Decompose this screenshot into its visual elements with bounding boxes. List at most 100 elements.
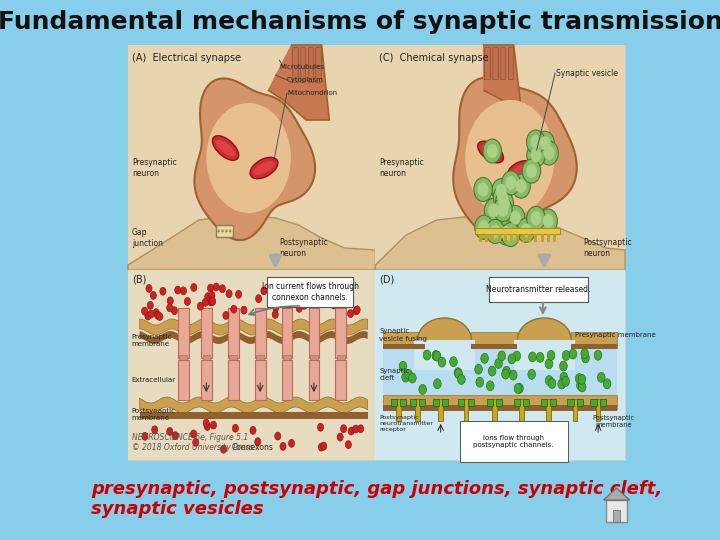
Text: Presynaptic membrane: Presynaptic membrane xyxy=(575,332,656,338)
Bar xyxy=(201,308,212,358)
Bar xyxy=(433,399,439,406)
Circle shape xyxy=(510,211,521,225)
Circle shape xyxy=(202,299,208,306)
Circle shape xyxy=(598,373,605,382)
Bar xyxy=(336,308,346,358)
Circle shape xyxy=(150,292,156,299)
Circle shape xyxy=(527,206,545,231)
Bar xyxy=(528,234,531,242)
Circle shape xyxy=(308,299,314,307)
Circle shape xyxy=(209,298,215,306)
Circle shape xyxy=(569,349,577,359)
Bar xyxy=(508,47,513,79)
Circle shape xyxy=(531,211,541,225)
Circle shape xyxy=(517,218,535,242)
Text: Connexons: Connexons xyxy=(232,443,274,453)
Circle shape xyxy=(233,424,238,432)
Circle shape xyxy=(419,384,426,394)
Bar xyxy=(201,360,212,400)
Bar xyxy=(375,270,625,460)
Circle shape xyxy=(296,305,302,312)
Circle shape xyxy=(193,438,199,447)
Circle shape xyxy=(250,427,256,434)
Circle shape xyxy=(543,214,554,228)
Bar xyxy=(282,360,292,400)
Bar xyxy=(140,412,368,419)
Circle shape xyxy=(495,359,503,368)
Bar xyxy=(309,308,319,358)
Circle shape xyxy=(545,359,553,369)
Circle shape xyxy=(153,309,159,317)
Ellipse shape xyxy=(250,157,278,179)
Circle shape xyxy=(310,287,317,295)
Circle shape xyxy=(539,209,557,233)
Circle shape xyxy=(184,298,191,306)
Bar xyxy=(606,500,627,522)
Bar xyxy=(283,355,291,363)
Circle shape xyxy=(346,441,351,449)
Circle shape xyxy=(320,442,327,450)
Bar xyxy=(216,225,233,237)
Bar xyxy=(567,399,574,406)
Ellipse shape xyxy=(512,164,531,176)
Circle shape xyxy=(152,426,158,434)
Bar xyxy=(513,399,520,406)
Text: Synaptic vesicle: Synaptic vesicle xyxy=(556,69,618,78)
Circle shape xyxy=(536,353,544,362)
Text: Synaptic
cleft: Synaptic cleft xyxy=(379,368,410,381)
Bar xyxy=(228,360,238,400)
Text: (D): (D) xyxy=(379,274,395,284)
Bar xyxy=(383,405,617,411)
Bar xyxy=(178,360,189,400)
Ellipse shape xyxy=(418,318,472,362)
Ellipse shape xyxy=(212,136,238,160)
Bar xyxy=(600,399,606,406)
Circle shape xyxy=(562,376,570,387)
Bar xyxy=(307,47,313,82)
Circle shape xyxy=(433,379,441,389)
Bar xyxy=(309,360,319,400)
Circle shape xyxy=(275,286,282,293)
Polygon shape xyxy=(140,331,368,344)
Text: Presynaptic
neuron: Presynaptic neuron xyxy=(132,158,176,178)
Bar xyxy=(410,399,416,406)
Circle shape xyxy=(423,350,431,360)
Circle shape xyxy=(399,361,407,371)
Circle shape xyxy=(540,141,558,165)
Bar xyxy=(613,510,621,522)
Circle shape xyxy=(210,298,216,305)
Polygon shape xyxy=(603,488,630,500)
Circle shape xyxy=(486,219,505,244)
Text: Ions flow through
postsynaptic channels.: Ions flow through postsynaptic channels. xyxy=(473,435,554,448)
Circle shape xyxy=(310,297,316,305)
Ellipse shape xyxy=(253,161,274,175)
Circle shape xyxy=(348,309,354,318)
FancyBboxPatch shape xyxy=(490,276,588,301)
Circle shape xyxy=(545,375,553,386)
Circle shape xyxy=(494,198,512,221)
Circle shape xyxy=(275,432,281,440)
Circle shape xyxy=(498,191,508,205)
Circle shape xyxy=(291,295,297,303)
Circle shape xyxy=(526,164,537,178)
Bar xyxy=(487,399,493,406)
Circle shape xyxy=(575,374,583,383)
Circle shape xyxy=(483,139,502,163)
Circle shape xyxy=(348,427,354,435)
Circle shape xyxy=(505,176,516,190)
Bar xyxy=(513,340,575,370)
Circle shape xyxy=(171,307,178,315)
Circle shape xyxy=(516,179,526,193)
Bar xyxy=(128,45,625,460)
Circle shape xyxy=(500,226,511,240)
Bar xyxy=(519,399,523,421)
Text: © 2018 Oxford University Press: © 2018 Oxford University Press xyxy=(132,443,253,452)
Bar xyxy=(485,47,490,79)
Circle shape xyxy=(544,146,554,160)
Circle shape xyxy=(280,442,286,450)
Circle shape xyxy=(510,370,517,380)
Circle shape xyxy=(578,382,586,392)
Circle shape xyxy=(527,143,545,167)
Circle shape xyxy=(358,425,364,433)
Bar xyxy=(496,399,502,406)
